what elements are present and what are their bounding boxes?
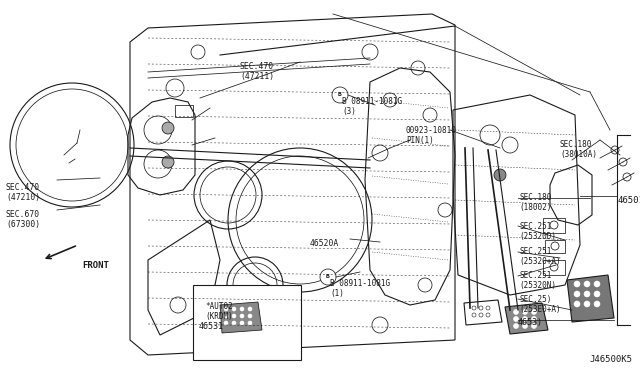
Circle shape (522, 310, 527, 314)
Circle shape (240, 307, 244, 311)
Text: 46520A: 46520A (310, 239, 339, 248)
Circle shape (594, 281, 600, 287)
Text: B: B (326, 275, 330, 279)
Text: B 08911-1081G
(3): B 08911-1081G (3) (342, 97, 402, 116)
Circle shape (594, 301, 600, 307)
Text: FRONT: FRONT (82, 260, 109, 269)
Circle shape (531, 324, 536, 328)
Bar (193, 285, 301, 360)
Circle shape (248, 307, 252, 311)
Circle shape (513, 324, 518, 328)
Circle shape (240, 314, 244, 318)
Circle shape (522, 317, 527, 321)
Circle shape (584, 301, 590, 307)
Circle shape (232, 314, 236, 318)
Circle shape (224, 307, 228, 311)
Circle shape (332, 87, 348, 103)
Text: J46500K5: J46500K5 (589, 355, 632, 364)
Circle shape (574, 291, 580, 297)
Text: 46531: 46531 (199, 322, 224, 331)
Circle shape (531, 310, 536, 314)
Circle shape (513, 317, 518, 321)
Polygon shape (567, 275, 614, 322)
Text: SEC.251
(25320N): SEC.251 (25320N) (519, 271, 556, 291)
Circle shape (594, 291, 600, 297)
Text: SEC.25)
(253E0+A): SEC.25) (253E0+A) (519, 295, 561, 314)
Circle shape (574, 281, 580, 287)
Bar (543, 218, 565, 233)
Bar (175, 105, 193, 117)
Text: 46501: 46501 (618, 196, 640, 205)
Circle shape (494, 169, 506, 181)
Text: SEC.470
(47211): SEC.470 (47211) (240, 62, 274, 81)
Text: SEC.180
(38010A): SEC.180 (38010A) (560, 140, 597, 159)
Circle shape (248, 314, 252, 318)
Bar (545, 240, 565, 253)
Text: 4653): 4653) (518, 318, 543, 327)
Polygon shape (505, 303, 548, 334)
Circle shape (522, 324, 527, 328)
Circle shape (232, 307, 236, 311)
Polygon shape (220, 302, 262, 333)
Text: SEC.470
(47210): SEC.470 (47210) (6, 183, 40, 202)
Circle shape (232, 321, 236, 325)
Circle shape (531, 317, 536, 321)
Circle shape (574, 301, 580, 307)
Circle shape (162, 156, 174, 168)
Text: B: B (338, 93, 342, 97)
Circle shape (584, 281, 590, 287)
Circle shape (224, 321, 228, 325)
Bar (543, 260, 565, 275)
Circle shape (320, 269, 336, 285)
Text: 00923-10810
PIN(1): 00923-10810 PIN(1) (406, 126, 457, 145)
Circle shape (513, 310, 518, 314)
Circle shape (240, 321, 244, 325)
Circle shape (248, 321, 252, 325)
Text: *AUT02
(KRDM): *AUT02 (KRDM) (205, 302, 233, 321)
Text: SEC.670
(67300): SEC.670 (67300) (6, 210, 40, 230)
Text: B 08911-1081G
(1): B 08911-1081G (1) (330, 279, 390, 298)
Circle shape (224, 314, 228, 318)
Text: SEC.251
(25320D): SEC.251 (25320D) (519, 222, 556, 241)
Circle shape (584, 291, 590, 297)
Text: SEC.251
(25320+A): SEC.251 (25320+A) (519, 247, 561, 266)
Text: SEC.180
(18002): SEC.180 (18002) (519, 193, 552, 212)
Circle shape (162, 122, 174, 134)
